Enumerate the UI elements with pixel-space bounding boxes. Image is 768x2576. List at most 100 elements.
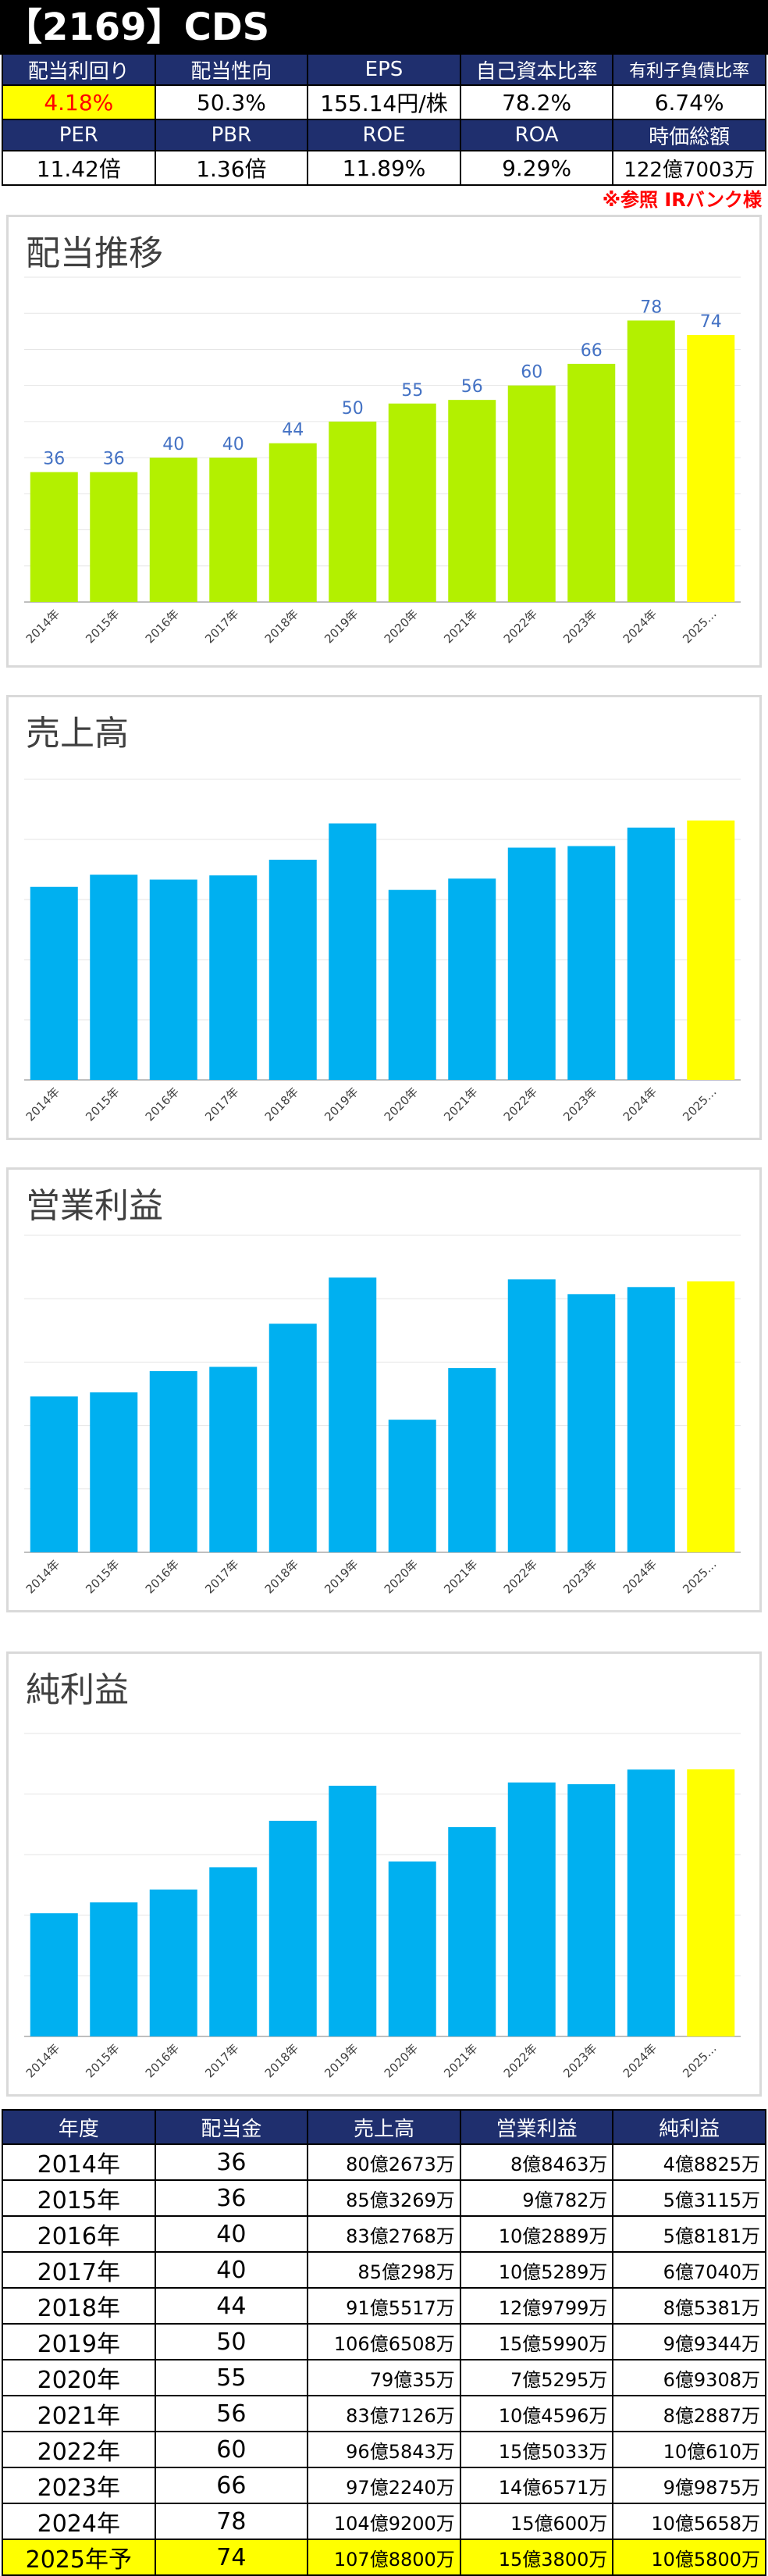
data-label: 78 — [640, 298, 662, 317]
tick-label: 2024年 — [620, 1557, 660, 1596]
operating-profit-chart: 2014年 2015年 2016年 2017年 2018年 2019年 2020年 2021年… — [23, 1235, 741, 1596]
table-cell: 6億9308万 — [612, 2359, 766, 2396]
table-cell: 6億7040万 — [612, 2251, 766, 2289]
table-cell: 10億4596万 — [459, 2395, 614, 2432]
table-row: 2017年 40 85億298万 10億5289万 6億7040万 — [2, 2251, 766, 2289]
table-row: 2020年 55 79億35万 7億5295万 6億9308万 — [2, 2359, 766, 2396]
bar — [388, 403, 436, 602]
sales-chart-panel: 売上高 2014年 2015年 2016年 2017年 2018年 2019年 2020年 2… — [6, 695, 762, 1140]
tick-label: 2014年 — [23, 607, 62, 646]
tick-label: 2017年 — [202, 607, 241, 646]
bar — [507, 1279, 556, 1552]
tick-label: 2014年 — [23, 1557, 62, 1596]
eps-value: 155.14円/株 — [307, 84, 461, 120]
data-label: 36 — [103, 450, 125, 469]
table-cell: 15億5033万 — [459, 2431, 614, 2468]
table-cell: 2024年 — [2, 2503, 156, 2540]
table-row: 2018年 44 91億5517万 12億9799万 8億5381万 — [2, 2287, 766, 2325]
chart-title: 配当推移 — [26, 233, 163, 273]
tick-label: 2025… — [680, 607, 719, 646]
table-cell: 91億5517万 — [307, 2287, 461, 2325]
bar — [268, 1820, 317, 2036]
table-cell: 2023年 — [2, 2467, 156, 2504]
tick-label: 2021年 — [441, 1085, 480, 1124]
bar — [388, 1861, 436, 2036]
bar — [30, 1396, 78, 1552]
tick-label: 2023年 — [560, 1557, 599, 1596]
bar — [209, 1867, 258, 2036]
bar — [30, 472, 78, 602]
table-cell: 10億5800万 — [612, 2539, 766, 2576]
bar — [90, 1392, 138, 1552]
bar — [627, 1287, 675, 1552]
tick-label: 2024年 — [620, 607, 660, 646]
bar — [448, 400, 496, 602]
table-cell: 2020年 — [2, 2359, 156, 2396]
tick-label: 2021年 — [441, 1557, 480, 1596]
tick-label: 2018年 — [262, 607, 301, 646]
tick-label: 2024年 — [620, 2041, 660, 2080]
table-cell: 55 — [154, 2359, 309, 2396]
payout-ratio-value: 50.3% — [154, 84, 309, 120]
table-cell: 8億2887万 — [612, 2395, 766, 2432]
column-header: 売上高 — [307, 2109, 461, 2145]
metric-label: EPS — [307, 53, 461, 86]
bar — [448, 878, 496, 1080]
table-cell: 15億3800万 — [459, 2539, 614, 2576]
bar — [567, 846, 616, 1080]
table-cell: 83億7126万 — [307, 2395, 461, 2432]
metrics-table: 配当利回り 配当性向 EPS 自己資本比率 有利子負債比率 4.18% 50.3… — [2, 53, 766, 186]
roe-value: 11.89% — [307, 150, 461, 186]
bar — [90, 472, 138, 602]
equity-ratio-value: 78.2% — [459, 84, 614, 120]
metric-label: 配当利回り — [2, 53, 156, 86]
data-label: 66 — [581, 341, 603, 361]
tick-label: 2015年 — [83, 607, 122, 646]
metrics-value-row-bottom: 11.42倍 1.36倍 11.89% 9.29% 122億7003万 — [2, 150, 766, 186]
tick-label: 2019年 — [322, 2041, 361, 2080]
tick-label: 2020年 — [382, 2041, 421, 2080]
bar — [687, 334, 735, 602]
data-label: 50 — [342, 399, 364, 419]
table-row: 2015年 36 85億3269万 9億782万 5億3115万 — [2, 2179, 766, 2217]
bar — [30, 886, 78, 1080]
tick-label: 2022年 — [501, 1557, 540, 1596]
table-cell: 10億610万 — [612, 2431, 766, 2468]
table-cell: 7億5295万 — [459, 2359, 614, 2396]
tick-label: 2025… — [680, 1557, 719, 1596]
metrics-header-row-top: 配当利回り 配当性向 EPS 自己資本比率 有利子負債比率 — [2, 53, 766, 86]
table-row: 2022年 60 96億5843万 15億5033万 10億610万 — [2, 2431, 766, 2468]
source-note: ※参照 IRバンク様 — [602, 189, 762, 211]
tick-label: 2025… — [680, 2041, 719, 2080]
bar — [507, 385, 556, 602]
table-cell: 15億600万 — [459, 2503, 614, 2540]
dividend-chart-panel: 配当推移 36 2014年 36 2015年 40 2016年 40 2017年 44 2018年… — [6, 215, 762, 668]
debt-ratio-value: 6.74% — [612, 84, 766, 120]
metric-label: 有利子負債比率 — [612, 53, 766, 86]
table-cell: 44 — [154, 2287, 309, 2325]
table-cell: 5億8181万 — [612, 2215, 766, 2253]
table-cell: 85億298万 — [307, 2251, 461, 2289]
tick-label: 2020年 — [382, 607, 421, 646]
table-cell: 14億6571万 — [459, 2467, 614, 2504]
table-cell: 12億9799万 — [459, 2287, 614, 2325]
bar — [30, 1913, 78, 2036]
tick-label: 2015年 — [83, 2041, 122, 2080]
bar — [687, 820, 735, 1080]
bar — [388, 1420, 436, 1552]
table-cell: 79億35万 — [307, 2359, 461, 2396]
tick-label: 2014年 — [23, 2041, 62, 2080]
sales-chart: 2014年 2015年 2016年 2017年 2018年 2019年 2020年 2021年… — [23, 779, 741, 1124]
table-cell: 96億5843万 — [307, 2431, 461, 2468]
table-cell: 10億5289万 — [459, 2251, 614, 2289]
data-label: 60 — [521, 363, 542, 383]
pbr-value: 1.36倍 — [154, 150, 309, 186]
bar — [567, 363, 616, 602]
tick-label: 2016年 — [143, 2041, 182, 2080]
dividend-chart: 36 2014年 36 2015年 40 2016年 40 2017年 44 2018年 50 201… — [23, 276, 741, 646]
tick-label: 2021年 — [441, 2041, 480, 2080]
table-cell: 15億5990万 — [459, 2323, 614, 2360]
tick-label: 2014年 — [23, 1085, 62, 1124]
table-cell: 8億5381万 — [612, 2287, 766, 2325]
table-cell: 36 — [154, 2179, 309, 2217]
